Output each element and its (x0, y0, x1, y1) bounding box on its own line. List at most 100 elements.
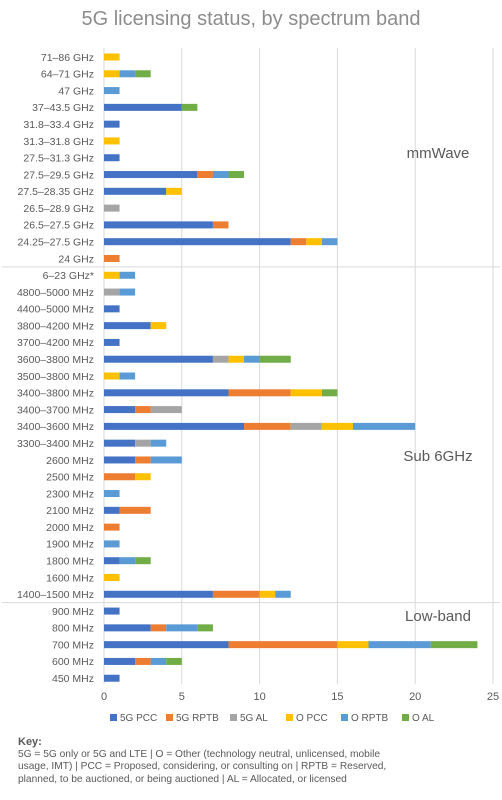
bar-segment (104, 641, 229, 649)
bar-segment (166, 624, 198, 632)
bar-segment (104, 523, 120, 531)
bar-segment (104, 271, 120, 279)
legend-swatch (341, 714, 348, 721)
bar-segment (321, 422, 353, 430)
bar-segment (228, 355, 245, 363)
bar-segment (259, 590, 276, 598)
legend-label: 5G PCC (120, 713, 157, 724)
bar-segment (104, 473, 136, 481)
bar-segment (135, 557, 151, 565)
bar-segment (104, 607, 120, 615)
category-label: 71–86 GHz (41, 52, 94, 64)
x-tick-label: 25 (487, 691, 499, 703)
legend: 5G PCC 5G RPTB 5G AL O PCC O RPTB O AL (110, 713, 435, 724)
bar-segment (368, 641, 431, 649)
category-label: 37–43.5 GHz (32, 102, 94, 114)
bar-segment (430, 641, 478, 649)
category-label: 31.8–33.4 GHz (23, 119, 94, 131)
bar-segment (104, 657, 136, 665)
legend-swatch (110, 714, 117, 721)
bars (104, 53, 478, 682)
bar-segment (150, 322, 167, 330)
bar-segment (104, 87, 120, 95)
bar-segment (104, 506, 120, 514)
category-label: 2000 MHz (46, 522, 94, 534)
bar-segment (212, 171, 229, 179)
bar-segment (290, 238, 307, 246)
legend-swatch (166, 714, 173, 721)
category-label: 27.5–31.3 GHz (23, 153, 94, 165)
bar-segment (135, 406, 151, 414)
bar-segment (104, 120, 120, 128)
legend-label: O RPTB (351, 713, 389, 724)
gridlines (103, 48, 494, 684)
x-axis-ticks: 0 5 10 15 20 25 (101, 691, 499, 703)
bar-segment (104, 540, 120, 548)
group-label: Low-band (405, 608, 471, 625)
category-label: 26.5–27.5 GHz (23, 220, 94, 232)
group-separators (2, 266, 500, 604)
bar-segment (321, 238, 338, 246)
bar-segment (104, 557, 120, 565)
key-line-2: usage, IMT) | PCC = Proposed, considerin… (18, 761, 387, 773)
legend-label: O PCC (296, 713, 328, 724)
bar-segment (104, 103, 182, 111)
bar-segment (104, 305, 120, 313)
category-label: 24 GHz (58, 253, 94, 265)
bar-segment (104, 389, 229, 397)
category-label: 4400–5000 MHz (17, 304, 94, 316)
category-label: 3400–3700 MHz (17, 404, 94, 416)
x-tick-label: 10 (253, 691, 265, 703)
category-label: 600 MHz (52, 656, 94, 668)
bar-segment (290, 422, 322, 430)
category-label: 2500 MHz (46, 472, 94, 484)
bar-segment (119, 288, 136, 296)
category-label: 3700–4200 MHz (17, 337, 94, 349)
bar-segment (104, 355, 213, 363)
bar-segment (197, 171, 213, 179)
bar-segment (104, 338, 120, 346)
category-label: 26.5–28.9 GHz (23, 203, 94, 215)
key-line-1: 5G = 5G only or 5G and LTE | O = Other (… (18, 748, 381, 760)
bar-segment (104, 456, 136, 464)
category-label: 27.5–29.5 GHz (23, 169, 94, 181)
bar-segment (228, 389, 291, 397)
bar-segment (228, 641, 338, 649)
category-label: 2100 MHz (46, 505, 94, 517)
bar-segment (104, 590, 213, 598)
bar-segment (244, 355, 260, 363)
category-label: 6–23 GHz* (43, 270, 94, 282)
bar-segment (321, 389, 338, 397)
x-tick-label: 5 (179, 691, 185, 703)
category-label: 2600 MHz (46, 455, 94, 467)
bar-segment (135, 473, 151, 481)
bar-segment (275, 590, 291, 598)
bar-segment (119, 372, 136, 380)
bar-segment (259, 355, 291, 363)
category-label: 800 MHz (52, 623, 94, 635)
category-label: 24.25–27.5 GHz (18, 236, 94, 248)
bar-segment (119, 506, 151, 514)
bar-segment (119, 557, 136, 565)
bar-segment (104, 490, 120, 498)
key-heading: Key: (18, 736, 42, 748)
category-label: 1400–1500 MHz (17, 589, 94, 601)
bar-segment (104, 406, 136, 414)
legend-label: 5G RPTB (176, 713, 219, 724)
bar-segment (104, 187, 167, 195)
bar-segment (104, 70, 120, 78)
x-tick-label: 20 (409, 691, 421, 703)
bar-segment (104, 573, 120, 581)
category-label: 47 GHz (58, 85, 94, 97)
bar-segment (290, 389, 322, 397)
legend-label: O AL (412, 713, 435, 724)
bar-segment (135, 439, 151, 447)
bar-segment (104, 372, 120, 380)
category-label: 27.5–28.35 GHz (18, 186, 94, 198)
group-label: mmWave (407, 145, 470, 162)
bar-segment (150, 439, 167, 447)
category-label: 3600–3800 MHz (17, 354, 94, 366)
category-label: 3500–3800 MHz (17, 371, 94, 383)
bar-segment (352, 422, 416, 430)
